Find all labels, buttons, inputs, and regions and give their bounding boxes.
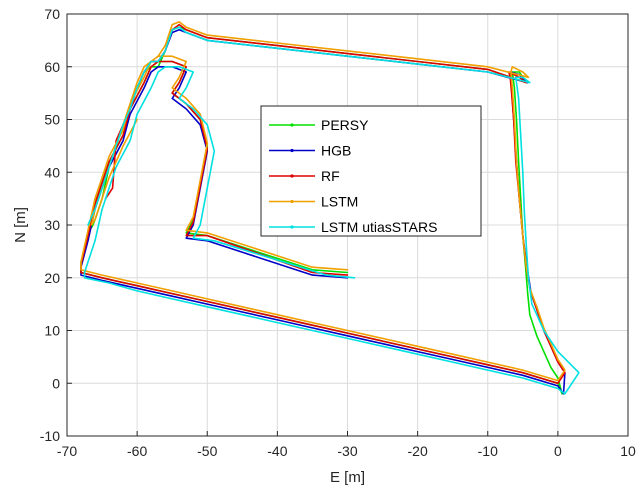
- y-tick-label: 20: [44, 270, 60, 286]
- legend-marker: [290, 123, 294, 127]
- legend-box: [260, 105, 482, 237]
- y-axis-title: N [m]: [12, 207, 29, 243]
- legend-marker: [290, 174, 294, 178]
- series-line-2: [80, 23, 566, 385]
- legend: PERSY HGB RF LSTM LSTM utiasSTARS: [260, 105, 482, 237]
- series-line-4: [83, 26, 580, 395]
- y-tick-label: -10: [40, 428, 60, 444]
- legend-marker: [290, 199, 294, 204]
- series-line-3: [80, 21, 566, 382]
- y-tick-label: 40: [44, 164, 60, 180]
- x-tick-label: -50: [197, 443, 217, 459]
- x-tick-label: -70: [57, 443, 77, 459]
- x-tick-label: 0: [554, 443, 562, 459]
- x-axis-title: E [m]: [330, 469, 365, 486]
- legend-label: RF: [321, 168, 340, 184]
- x-tick-label: -30: [337, 443, 357, 459]
- legend-label: HGB: [321, 143, 351, 159]
- y-tick-label: 30: [44, 217, 60, 233]
- y-tick-label: 50: [44, 112, 60, 128]
- y-tick-label: 70: [44, 6, 60, 22]
- x-tick-labels: -70 -60 -50 -40 -30 -20 -10 0 10: [57, 443, 636, 459]
- plot-frame: [66, 13, 629, 437]
- y-tick-labels: -10 0 10 20 30 40 50 60 70: [40, 6, 60, 444]
- series-lines: [80, 21, 580, 395]
- legend-marker: [290, 225, 294, 229]
- x-tick-label: -20: [408, 443, 428, 459]
- legend-label: PERSY: [321, 117, 369, 133]
- x-tick-label: -10: [478, 443, 498, 459]
- y-tick-label: 60: [44, 59, 60, 75]
- legend-label: LSTM utiasSTARS: [321, 219, 437, 235]
- y-tick-label: 10: [44, 323, 60, 339]
- y-tick-label: 0: [52, 375, 60, 391]
- x-tick-label: -40: [267, 443, 287, 459]
- legend-label: LSTM: [321, 194, 358, 210]
- legend-marker: [290, 148, 294, 153]
- x-tick-label: 10: [620, 443, 636, 459]
- x-tick-label: -60: [127, 443, 147, 459]
